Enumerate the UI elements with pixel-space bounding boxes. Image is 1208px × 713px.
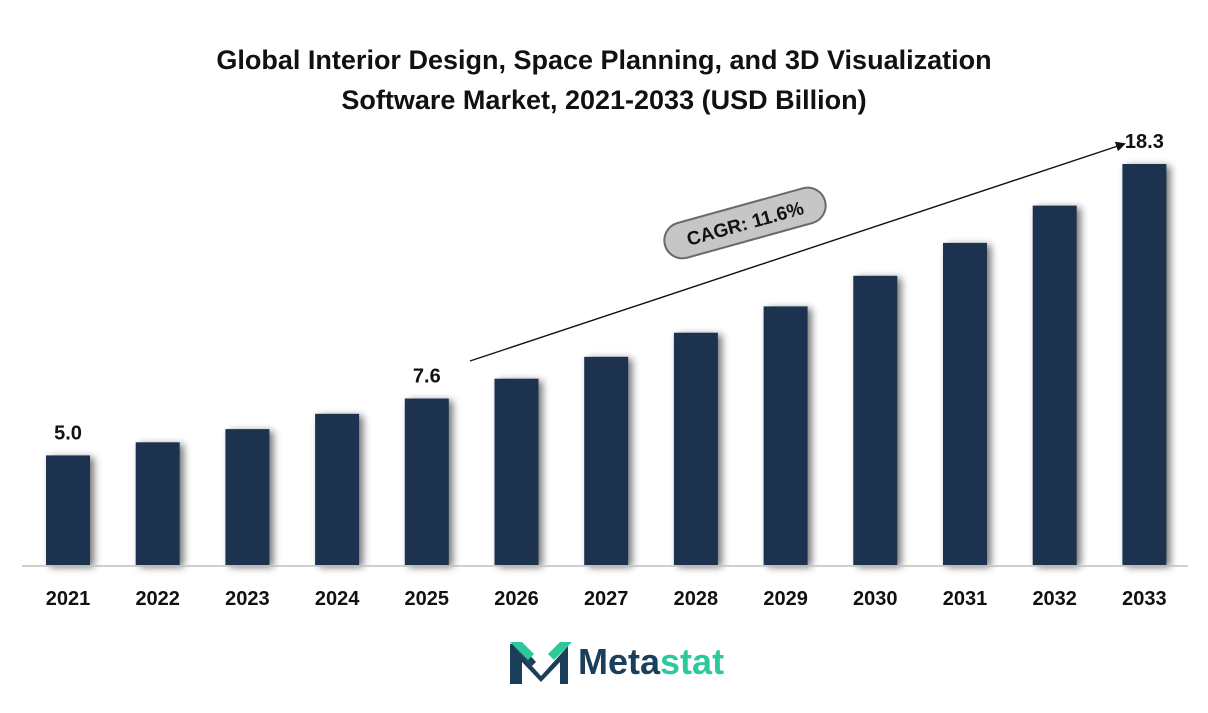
bar-2032 [1032,205,1077,565]
bar-2024 [315,413,360,565]
x-tick-label-2025: 2025 [405,588,450,610]
x-tick-label-2033: 2033 [1122,588,1167,610]
metastat-logo-mark [510,642,572,684]
brand-name-part-1: Meta [578,641,661,682]
x-tick-label-2026: 2026 [494,588,539,610]
bar-2023 [225,429,270,565]
x-tick-label-2030: 2030 [853,588,898,610]
bars-group [46,164,1167,565]
chart-title-line-1: Global Interior Design, Space Planning, … [216,45,992,75]
x-tick-labels: 2021 2022 2023 2024 2025 2026 2027 2028 2029 2030… [46,588,1167,610]
bar-2021 [46,455,90,565]
data-labels: 5.0 7.6 18.3 [54,131,1164,444]
data-label-2033: 18.3 [1125,131,1164,153]
chart-title: Global Interior Design, Space Planning, … [0,40,1208,120]
metastat-wordmark: Metastat [578,638,724,686]
bar-2025 [404,398,449,565]
data-label-2021: 5.0 [54,422,82,444]
chart-title-line-2: Software Market, 2021-2033 (USD Billion) [341,85,867,115]
x-tick-label-2021: 2021 [46,588,91,610]
bar-2027 [584,356,629,565]
x-tick-label-2023: 2023 [225,588,270,610]
bar-2022 [135,442,180,565]
x-tick-label-2029: 2029 [763,588,808,610]
bar-2028 [673,332,718,565]
data-label-2025: 7.6 [413,366,441,388]
x-tick-label-2024: 2024 [315,588,360,610]
bar-2033 [1122,164,1167,565]
bar-2031 [943,242,987,565]
x-tick-label-2022: 2022 [135,588,180,610]
x-tick-label-2028: 2028 [674,588,719,610]
bar-2029 [763,306,808,565]
bar-2030 [853,275,898,565]
x-tick-label-2027: 2027 [584,588,629,610]
cagr-trend-arrow [469,141,1126,362]
metastat-logo: Metastat [508,634,768,688]
x-tick-label-2031: 2031 [943,588,988,610]
brand-name-part-2: stat [660,641,725,682]
x-tick-label-2032: 2032 [1032,588,1077,610]
bar-2026 [494,378,539,565]
